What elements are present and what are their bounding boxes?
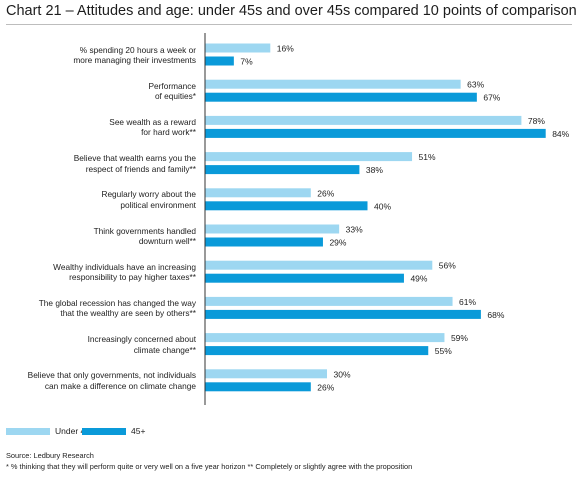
bar-45-plus-7 bbox=[205, 309, 481, 319]
category-label-5: Think governments handled downturn well** bbox=[0, 226, 196, 247]
category-label-line: for hard work** bbox=[141, 127, 196, 138]
data-label-45-plus-3: 38% bbox=[366, 165, 383, 175]
data-label-under-45-4: 26% bbox=[317, 188, 334, 198]
category-label-1: Performance of equities* bbox=[0, 80, 197, 102]
data-label-under-45-3: 51% bbox=[419, 152, 436, 162]
category-label-line: Wealthy individuals have an increasing bbox=[53, 261, 196, 272]
category-label-line: of equities* bbox=[154, 91, 196, 102]
bar-45-plus-5 bbox=[205, 237, 323, 247]
bar-under-45-5 bbox=[205, 224, 340, 234]
category-label-line: climate change** bbox=[133, 344, 196, 355]
bar-under-45-9 bbox=[205, 369, 327, 379]
bar-under-45-7 bbox=[205, 296, 453, 306]
bar-under-45-8 bbox=[205, 333, 445, 343]
category-label-8: Increasingly concerned about climate chan… bbox=[0, 334, 196, 355]
data-label-45-plus-7: 68% bbox=[487, 310, 504, 320]
category-label-line: Increasingly concerned about bbox=[87, 334, 196, 345]
data-label-45-plus-2: 84% bbox=[552, 129, 569, 139]
data-label-45-plus-9: 26% bbox=[317, 382, 334, 392]
legend-item-45-plus: 45+ bbox=[82, 426, 145, 436]
data-label-under-45-1: 63% bbox=[467, 80, 484, 90]
category-label-0: % spending 20 hours a week or more managi… bbox=[0, 45, 196, 66]
bar-under-45-0 bbox=[205, 43, 271, 53]
data-label-45-plus-6: 49% bbox=[410, 274, 427, 284]
data-label-under-45-7: 61% bbox=[459, 297, 476, 307]
bar-under-45-4 bbox=[205, 188, 311, 198]
category-label-4: Regularly worry about the political envir… bbox=[0, 189, 196, 210]
bar-45-plus-9 bbox=[205, 382, 311, 392]
footnote: * % thinking that they will perform quit… bbox=[6, 462, 413, 471]
title-divider bbox=[6, 24, 572, 25]
category-label-line: % spending 20 hours a week or bbox=[79, 44, 196, 55]
source-note: Source: Ledbury Research bbox=[6, 451, 94, 460]
data-label-under-45-0: 16% bbox=[277, 44, 294, 54]
data-label-under-45-6: 56% bbox=[439, 261, 456, 271]
category-label-3: Believe that wealth earns you the respect… bbox=[0, 153, 196, 174]
legend-swatch-under-45 bbox=[6, 427, 50, 435]
data-label-under-45-9: 30% bbox=[334, 369, 351, 379]
category-label-6: Wealthy individuals have an increasing re… bbox=[0, 262, 196, 283]
category-label-9: Believe that only governments, not indiv… bbox=[0, 370, 196, 391]
bar-under-45-1 bbox=[205, 79, 461, 89]
bar-45-plus-8 bbox=[205, 346, 429, 356]
bar-under-45-6 bbox=[205, 260, 433, 270]
category-label-line: more managing their investments bbox=[73, 55, 196, 65]
legend-label-under-45: Under 45 bbox=[55, 426, 90, 436]
category-label-line: Regularly worry about the bbox=[101, 189, 196, 200]
category-label-line: respect of friends and family** bbox=[85, 163, 196, 174]
bar-45-plus-0 bbox=[205, 56, 234, 66]
category-label-line: Believe that wealth earns you the bbox=[73, 153, 196, 164]
legend-item-under-45: Under 45 bbox=[6, 426, 90, 436]
bar-45-plus-4 bbox=[205, 201, 368, 211]
bar-under-45-3 bbox=[205, 152, 413, 162]
legend-swatch-45-plus bbox=[82, 427, 126, 435]
data-label-under-45-8: 59% bbox=[451, 333, 468, 343]
category-label-line: The global recession has changed the way bbox=[38, 297, 196, 308]
data-label-under-45-5: 33% bbox=[346, 225, 363, 235]
category-label-line: can make a difference on climate change bbox=[44, 380, 196, 391]
data-label-45-plus-1: 67% bbox=[483, 93, 500, 103]
category-label-line: Performance bbox=[148, 80, 197, 91]
category-label-line: responsibility to pay higher taxes** bbox=[69, 272, 196, 283]
category-label-line: that the wealthy are seen by others** bbox=[60, 308, 196, 319]
legend-label-45-plus: 45+ bbox=[131, 426, 146, 436]
bar-45-plus-6 bbox=[205, 273, 404, 283]
data-label-45-plus-8: 55% bbox=[435, 346, 452, 356]
bar-under-45-2 bbox=[205, 115, 522, 125]
bar-45-plus-3 bbox=[205, 165, 360, 175]
category-label-line: Think governments handled bbox=[93, 225, 196, 236]
bar-chart: 16% 7% 63% 67% 78% 84% 51% 38% 26% 40% 33%29% 56% 49… bbox=[204, 33, 570, 405]
data-label-45-plus-4: 40% bbox=[374, 201, 391, 211]
category-label-line: downturn well** bbox=[138, 236, 196, 246]
data-label-45-plus-5: 29% bbox=[329, 238, 346, 248]
bar-45-plus-2 bbox=[205, 128, 546, 138]
bar-45-plus-1 bbox=[205, 92, 477, 102]
category-label-7: The global recession has changed the way… bbox=[0, 298, 196, 319]
category-label-line: See wealth as a reward bbox=[109, 116, 196, 127]
data-label-under-45-2: 78% bbox=[528, 116, 545, 126]
category-label-2: See wealth as a reward for hard work** bbox=[0, 117, 196, 138]
category-label-line: Believe that only governments, not indiv… bbox=[27, 370, 196, 381]
category-label-line: political environment bbox=[120, 199, 196, 210]
data-label-45-plus-0: 7% bbox=[240, 57, 253, 67]
chart-title: Chart 21 – Attitudes and age: under 45s … bbox=[6, 3, 577, 19]
